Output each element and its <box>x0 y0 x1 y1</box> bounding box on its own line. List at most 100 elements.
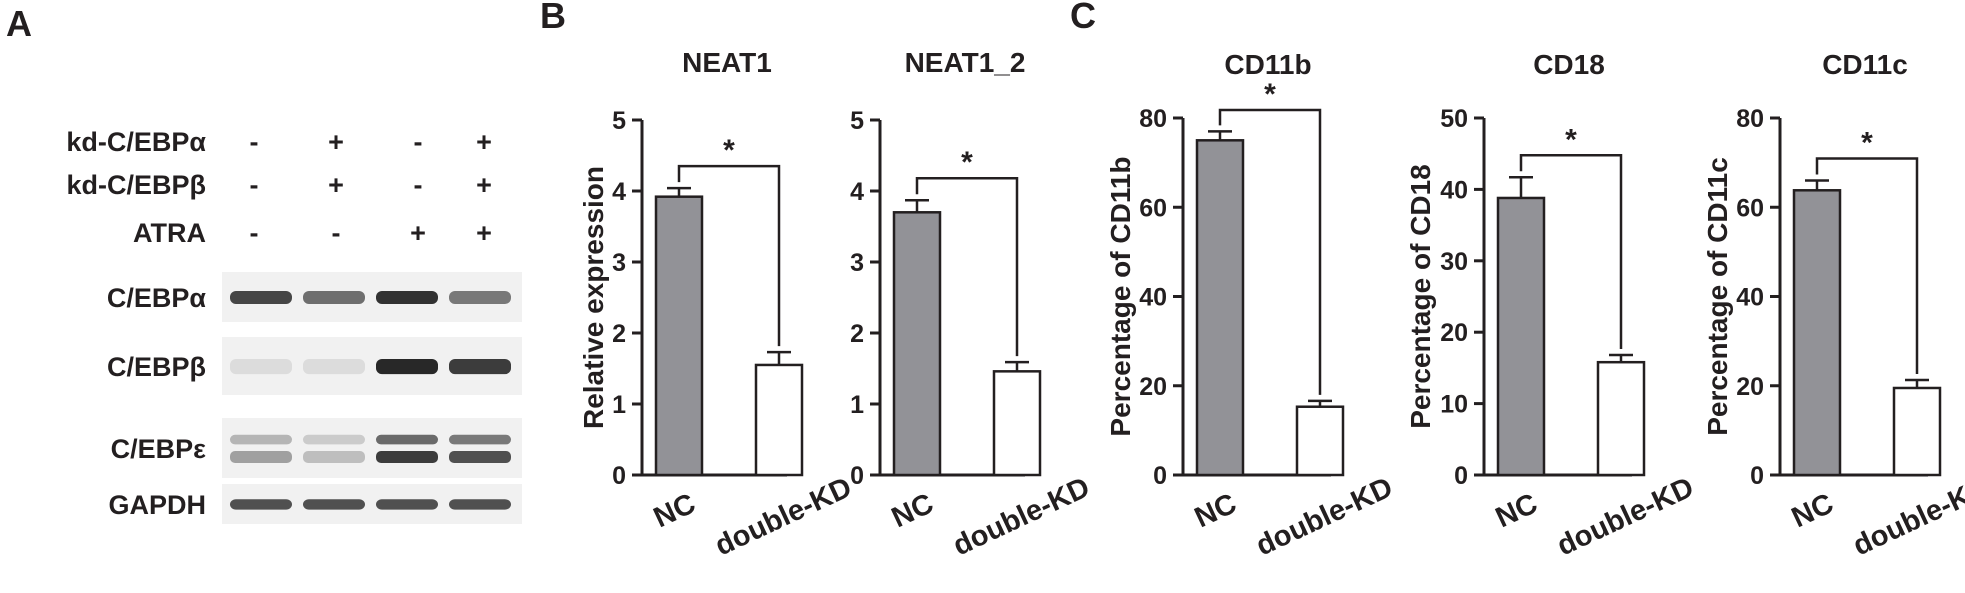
minus-sign: - <box>332 218 341 248</box>
minus-sign: - <box>250 127 259 157</box>
protein-band <box>376 451 438 463</box>
significance-star: * <box>1861 126 1873 159</box>
condition-label: ATRA <box>133 218 206 248</box>
significance-bracket <box>1519 154 1623 350</box>
category-label: NC <box>1190 488 1242 535</box>
protein-band <box>449 451 511 463</box>
chart-title: CD11b <box>1224 49 1311 80</box>
chart-cd18: CD18 0 10 20 30 40 50 Percentage of CD18 NC doubl… <box>1405 49 1699 562</box>
category-label: NC <box>649 488 701 535</box>
y-tick-label: 4 <box>612 178 626 206</box>
y-tick-label: 5 <box>612 107 626 135</box>
protein-band <box>303 359 365 375</box>
minus-sign: - <box>414 170 423 200</box>
y-tick-label: 1 <box>612 391 626 419</box>
y-tick-label: 60 <box>1736 194 1764 222</box>
condition-label: kd-C/EBPα <box>66 127 206 157</box>
protein-band <box>230 359 292 375</box>
western-blot-panel: kd-C/EBPα - + - + kd-C/EBPβ - + - + ATRA - - + + C/EBPα… <box>66 127 522 524</box>
category-label: double-KD <box>1251 471 1397 562</box>
y-tick-label: 1 <box>850 391 864 419</box>
y-tick-label: 20 <box>1139 373 1167 401</box>
panel-label-b: B <box>540 0 566 36</box>
significance-bracket <box>1815 157 1919 374</box>
bar <box>1792 189 1842 477</box>
y-tick-label: 3 <box>612 249 626 277</box>
panel-label-c: C <box>1070 0 1096 36</box>
protein-band <box>449 434 511 445</box>
protein-label: C/EBPα <box>107 283 207 313</box>
y-tick-label: 4 <box>850 178 864 206</box>
significance-bracket <box>915 176 1019 357</box>
y-tick-label: 10 <box>1440 391 1468 419</box>
minus-sign: - <box>250 218 259 248</box>
protein-band <box>449 359 511 375</box>
y-axis-label: Percentage of CD11b <box>1105 156 1136 436</box>
minus-sign: - <box>414 127 423 157</box>
significance-star: * <box>723 134 735 167</box>
protein-band <box>449 291 511 304</box>
protein-band <box>230 434 292 445</box>
y-tick-label: 20 <box>1736 373 1764 401</box>
bar <box>1496 196 1546 477</box>
y-tick-label: 40 <box>1139 284 1167 312</box>
y-tick-label: 2 <box>850 320 864 348</box>
y-tick-label: 0 <box>1454 462 1468 490</box>
significance-bracket <box>1218 108 1322 395</box>
y-tick-label: 2 <box>612 320 626 348</box>
bar <box>654 195 704 477</box>
chart-title: NEAT1 <box>682 47 772 78</box>
protein-band <box>303 434 365 445</box>
condition-label: kd-C/EBPβ <box>67 170 207 200</box>
y-tick-label: 60 <box>1139 194 1167 222</box>
plus-sign: + <box>410 218 426 248</box>
y-tick-label: 3 <box>850 249 864 277</box>
protein-band <box>230 291 292 304</box>
minus-sign: - <box>250 170 259 200</box>
significance-star: * <box>961 146 973 179</box>
y-tick-label: 80 <box>1139 105 1167 133</box>
category-label: NC <box>887 488 939 535</box>
significance-bracket <box>677 164 781 347</box>
bar <box>1892 386 1942 477</box>
y-tick-label: 50 <box>1440 105 1468 133</box>
bar <box>992 370 1042 477</box>
plus-sign: + <box>476 170 492 200</box>
protein-band <box>376 499 438 510</box>
chart-neat1: NEAT1 0 1 2 3 4 5 Relative expression NC double-K… <box>578 47 857 562</box>
y-tick-label: 40 <box>1736 284 1764 312</box>
y-tick-label: 0 <box>850 462 864 490</box>
blot-strip <box>222 418 522 478</box>
bar <box>1195 139 1245 477</box>
chart-neat1-2: NEAT1_2 0 1 2 3 4 5 NC double-KD * <box>850 47 1095 562</box>
panel-label-a: A <box>6 3 32 44</box>
category-label: double-KD <box>1552 471 1698 562</box>
y-tick-label: 0 <box>1750 462 1764 490</box>
y-tick-label: 0 <box>612 462 626 490</box>
protein-label: GAPDH <box>108 490 206 520</box>
protein-band <box>230 499 292 510</box>
protein-band <box>303 451 365 463</box>
y-tick-label: 30 <box>1440 248 1468 276</box>
chart-title: CD11c <box>1822 49 1908 80</box>
bar <box>892 211 942 477</box>
y-tick-label: 80 <box>1736 105 1764 133</box>
category-label: NC <box>1787 488 1839 535</box>
category-label: double-KD <box>948 471 1094 562</box>
plus-sign: + <box>328 127 344 157</box>
y-tick-label: 40 <box>1440 176 1468 204</box>
y-tick-label: 0 <box>1153 462 1167 490</box>
protein-label: C/EBPε <box>111 434 207 464</box>
plus-sign: + <box>328 170 344 200</box>
y-axis-label: Relative expression <box>578 166 609 429</box>
bar <box>754 363 804 477</box>
category-label: double-KD <box>710 471 856 562</box>
y-tick-label: 20 <box>1440 319 1468 347</box>
protein-band <box>449 499 511 510</box>
protein-band <box>376 291 438 304</box>
protein-band <box>376 359 438 375</box>
